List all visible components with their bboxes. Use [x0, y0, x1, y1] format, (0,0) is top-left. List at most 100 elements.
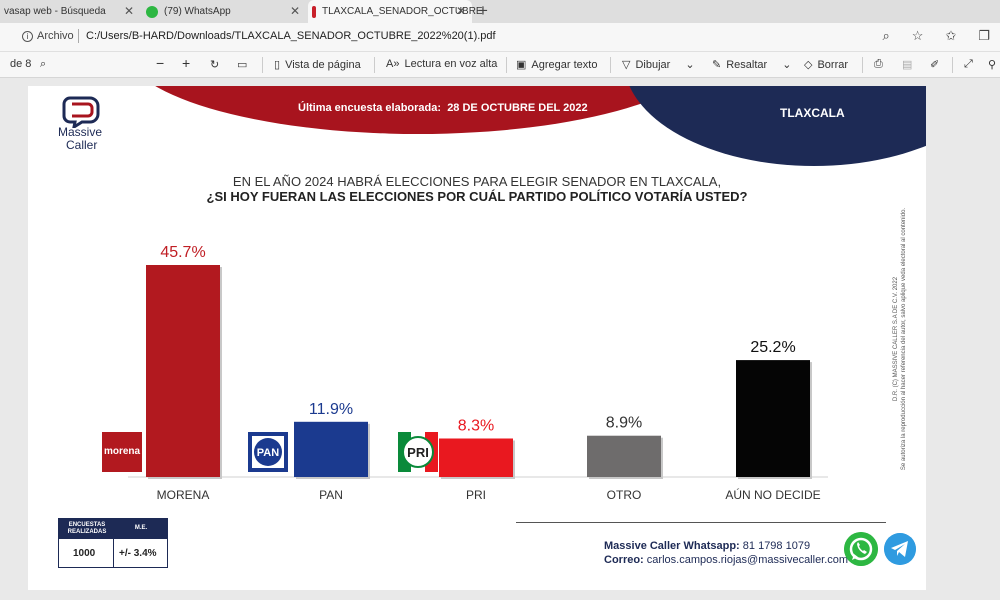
zoom-icon[interactable]: ⌕	[882, 28, 890, 43]
zoom-out-icon[interactable]: −	[156, 55, 165, 71]
close-icon[interactable]: ✕	[455, 4, 466, 18]
pdf-icon	[312, 5, 316, 18]
save-as-icon[interactable]: ✐	[930, 59, 940, 71]
morena-logo	[102, 432, 142, 472]
survey-date: Última encuesta elaborada: 28 DE OCTUBRE…	[298, 102, 588, 114]
whatsapp-contact: Massive Caller Whatsapp: 81 1798 1079	[604, 540, 810, 552]
add-text-label: Agregar texto	[531, 58, 598, 71]
bar-pan	[294, 421, 368, 477]
bar-chart: 45.7% MORENA 11.9% PAN 8.3% PRI 8.9% OTRO 25.2% A…	[102, 244, 828, 502]
read-aloud-label: Lectura en voz alta	[404, 58, 498, 70]
divider	[262, 57, 263, 73]
highlight-icon: ✎	[712, 59, 722, 71]
question-line-1: EN EL AÑO 2024 HABRÁ ELECCIONES PARA ELE…	[232, 174, 722, 189]
tab-label: TLAXCALA_SENADOR_OCTUBRE	[322, 6, 483, 17]
pin-icon[interactable]: ⚲	[988, 59, 997, 71]
data-label: 8.3%	[458, 417, 494, 434]
whatsapp-number: 81 1798 1079	[742, 540, 811, 552]
email-contact: Correo: carlos.campos.riojas@massivecall…	[604, 554, 848, 566]
eraser-icon: ◇	[804, 59, 813, 71]
highlight-label: Resaltar	[726, 58, 768, 71]
data-label: 45.7%	[160, 244, 205, 261]
logo-text: Massive Caller	[58, 126, 102, 152]
region-title: TLAXCALA	[780, 106, 845, 120]
site-info-button[interactable]: i Archivo	[22, 30, 74, 42]
chevron-down-icon: ⌄	[782, 59, 792, 71]
tab-pdf[interactable]: TLAXCALA_SENADOR_OCTUBRE ✕	[308, 0, 483, 23]
collections-icon[interactable]: ❐	[978, 28, 990, 43]
bar-aún-no-decide	[736, 360, 810, 477]
close-icon[interactable]: ✕	[289, 4, 300, 18]
read-aloud-icon: A»	[386, 58, 400, 70]
save-icon[interactable]: ▤	[902, 59, 913, 71]
whatsapp-icon	[146, 5, 158, 18]
read-aloud-button[interactable]: A» Lectura en voz alta	[386, 58, 497, 70]
morena-logo-text: morena	[104, 446, 141, 457]
scheme-label: Archivo	[37, 30, 74, 42]
page-count: de 8	[10, 58, 32, 70]
category-label: PRI	[466, 488, 486, 502]
data-label: 11.9%	[309, 401, 353, 418]
page-view-label: Vista de página	[285, 58, 361, 71]
whatsapp-label: Massive Caller Whatsapp:	[604, 540, 740, 552]
fit-page-icon[interactable]: ▭	[237, 59, 248, 71]
print-icon[interactable]: ⎙	[874, 58, 883, 70]
url-field[interactable]: C:/Users/B-HARD/Downloads/TLAXCALA_SENAD…	[86, 30, 496, 42]
tab-whatsapp[interactable]: (79) WhatsApp ✕	[142, 0, 306, 23]
divider	[78, 29, 79, 43]
tab-search[interactable]: vasap web - Búsqueda ✕	[0, 0, 140, 23]
divider	[516, 522, 886, 523]
whatsapp-icon	[844, 532, 878, 566]
favorite-star-icon[interactable]: ☆	[911, 28, 924, 43]
survey-date-label: Última encuesta elaborada:	[298, 102, 442, 114]
draw-icon: ▽	[622, 59, 631, 71]
sample-header: ENCUESTAS REALIZADAS M.E.	[59, 519, 167, 539]
bar-pri	[439, 438, 513, 477]
divider	[374, 57, 375, 73]
add-text-button[interactable]: ▣ Agregar texto	[516, 58, 598, 72]
margin-of-error: +/- 3.4%	[119, 548, 157, 559]
tab-strip: vasap web - Búsqueda ✕ (79) WhatsApp ✕ T…	[0, 0, 1000, 23]
address-bar: i Archivo C:/Users/B-HARD/Downloads/TLAX…	[0, 23, 1000, 51]
info-icon: i	[22, 30, 33, 42]
data-label: 25.2%	[750, 339, 795, 356]
pan-logo-text: PAN	[257, 447, 279, 459]
search-icon[interactable]: ⌕	[40, 58, 47, 70]
pri-logo-circle	[402, 436, 434, 468]
draw-label: Dibujar	[635, 58, 671, 71]
logo-text-line1: Massive	[58, 125, 103, 139]
survey-date-value: 28 DE OCTUBRE DEL 2022	[447, 102, 588, 114]
highlight-button[interactable]: ✎ Resaltar ⌄	[712, 58, 792, 72]
fullscreen-icon[interactable]: ⤢	[964, 58, 973, 70]
favorites-icon[interactable]: ✩	[945, 28, 957, 43]
tab-label: vasap web - Búsqueda	[4, 6, 106, 17]
email-address: carlos.campos.riojas@massivecaller.com	[646, 554, 849, 566]
address-actions: ⌕ ☆ ✩ ❐	[883, 28, 991, 44]
telegram-icon	[884, 533, 916, 565]
close-icon[interactable]: ✕	[123, 4, 134, 18]
divider	[506, 57, 507, 73]
sample-count-header: ENCUESTAS REALIZADAS	[67, 522, 107, 535]
margin-header: M.E.	[134, 525, 148, 531]
rotate-icon[interactable]: ↻	[210, 59, 220, 71]
chevron-down-icon: ⌄	[685, 59, 695, 71]
add-text-icon: ▣	[516, 59, 527, 71]
erase-button[interactable]: ◇ Borrar	[804, 58, 849, 72]
page-view-button[interactable]: ▯ Vista de página	[274, 58, 361, 72]
sample-count: 1000	[73, 548, 96, 559]
erase-label: Borrar	[817, 58, 849, 71]
logo-text-line2: Caller	[66, 138, 98, 152]
new-tab-button[interactable]: +	[478, 1, 488, 20]
question-line-2: ¿SI HOY FUERAN LAS ELECCIONES POR CUÁL P…	[206, 189, 748, 204]
divider	[952, 57, 953, 73]
massive-caller-logo	[62, 96, 100, 128]
pdf-page: Última encuesta elaborada: 28 DE OCTUBRE…	[28, 86, 926, 590]
tab-label: (79) WhatsApp	[164, 6, 231, 17]
pdf-toolbar: de 8 ⌕ − + ↻ ▭ ▯ Vista de página A» Lect…	[0, 51, 1000, 78]
draw-button[interactable]: ▽ Dibujar ⌄	[622, 58, 695, 72]
zoom-in-icon[interactable]: +	[182, 55, 191, 71]
category-label: OTRO	[607, 488, 642, 502]
category-label: AÚN NO DECIDE	[725, 487, 820, 502]
page-view-icon: ▯	[274, 59, 281, 71]
divider	[610, 57, 611, 73]
